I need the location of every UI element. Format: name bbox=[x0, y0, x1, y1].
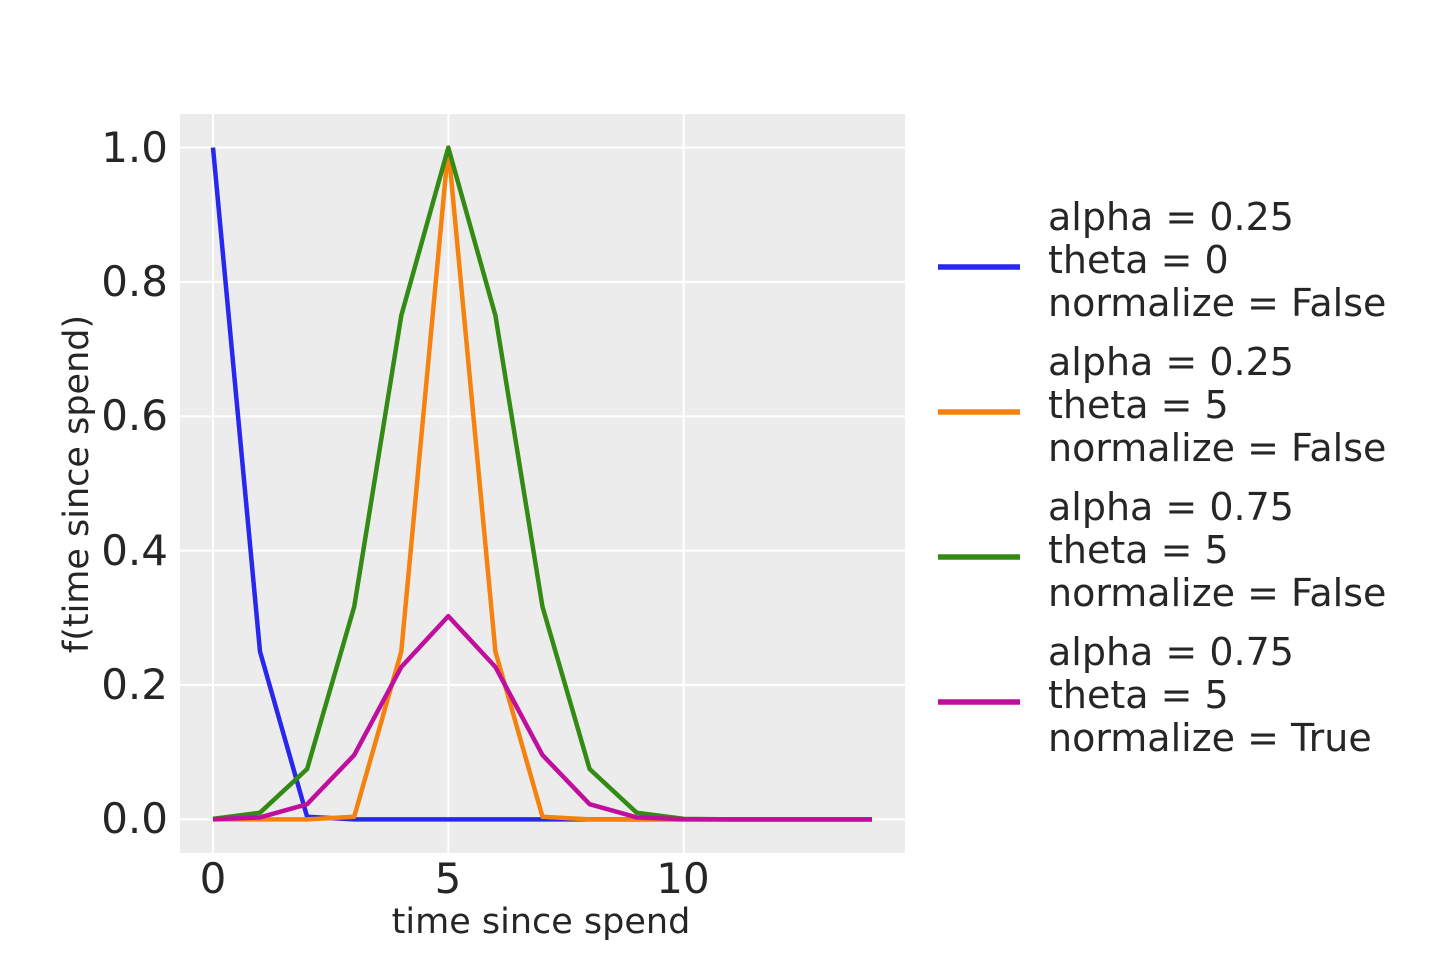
legend-line-swatch-magenta bbox=[938, 699, 1020, 705]
x-tick-label: 0 bbox=[199, 854, 227, 903]
legend-entry-2: alpha = 0.25 theta = 5 normalize = False bbox=[938, 341, 1418, 470]
y-tick-label: 0.2 bbox=[101, 660, 168, 709]
y-axis-label: f(time since spend) bbox=[57, 314, 97, 654]
legend-label-line: normalize = False bbox=[1048, 571, 1387, 615]
legend-label-line: alpha = 0.25 bbox=[1048, 340, 1294, 384]
legend-label: alpha = 0.75 theta = 5 normalize = True bbox=[1048, 631, 1418, 760]
x-tick-label: 5 bbox=[434, 854, 462, 903]
y-tick-label: 0.8 bbox=[101, 257, 168, 306]
legend-label-line: alpha = 0.25 bbox=[1048, 195, 1294, 239]
legend-entry-1: alpha = 0.25 theta = 0 normalize = False bbox=[938, 196, 1418, 325]
y-tick-label: 0.4 bbox=[101, 526, 168, 575]
legend-label-line: alpha = 0.75 bbox=[1048, 485, 1294, 529]
legend-entry-3: alpha = 0.75 theta = 5 normalize = False bbox=[938, 486, 1418, 615]
x-tick-label: 10 bbox=[656, 854, 710, 903]
legend-label-line: theta = 0 bbox=[1048, 238, 1229, 282]
y-tick-label: 0.6 bbox=[101, 391, 168, 440]
legend-line-swatch-green bbox=[938, 554, 1020, 560]
legend-label-line: normalize = True bbox=[1048, 716, 1372, 760]
legend-label-line: normalize = False bbox=[1048, 426, 1387, 470]
legend-line-swatch-orange bbox=[938, 409, 1020, 415]
legend-label: alpha = 0.25 theta = 5 normalize = False bbox=[1048, 341, 1418, 470]
y-tick-label: 0.0 bbox=[101, 794, 168, 843]
legend-line-swatch-blue bbox=[938, 264, 1020, 270]
legend-label: alpha = 0.25 theta = 0 normalize = False bbox=[1048, 196, 1418, 325]
legend: alpha = 0.25 theta = 0 normalize = False… bbox=[938, 0, 1438, 960]
legend-label-line: theta = 5 bbox=[1048, 673, 1229, 717]
legend-label-line: theta = 5 bbox=[1048, 528, 1229, 572]
plot-area bbox=[180, 114, 905, 853]
legend-label: alpha = 0.75 theta = 5 normalize = False bbox=[1048, 486, 1418, 615]
series-line-4 bbox=[212, 613, 872, 822]
x-axis-label: time since spend bbox=[391, 902, 691, 942]
legend-entry-4: alpha = 0.75 theta = 5 normalize = True bbox=[938, 631, 1418, 760]
legend-label-line: alpha = 0.75 bbox=[1048, 630, 1294, 674]
legend-label-line: theta = 5 bbox=[1048, 383, 1229, 427]
legend-label-line: normalize = False bbox=[1048, 281, 1387, 325]
y-tick-label: 1.0 bbox=[101, 123, 168, 172]
